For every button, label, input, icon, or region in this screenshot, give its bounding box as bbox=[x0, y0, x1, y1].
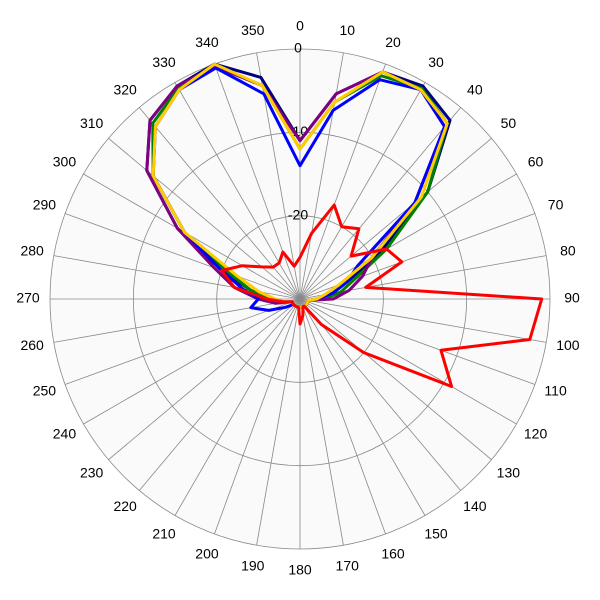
spoke-line bbox=[299, 107, 462, 300]
pattern-line bbox=[220, 203, 544, 388]
radial-label: -20 bbox=[288, 206, 308, 222]
angle-label: 110 bbox=[544, 383, 567, 399]
ring-line bbox=[132, 131, 468, 467]
angle-label: 340 bbox=[195, 34, 219, 50]
angle-label: 160 bbox=[381, 545, 405, 561]
angle-label: 280 bbox=[20, 242, 44, 258]
angle-label: 60 bbox=[528, 154, 544, 170]
ring-line bbox=[49, 48, 551, 550]
spoke-line bbox=[299, 63, 386, 300]
angle-label: 130 bbox=[497, 465, 521, 481]
angle-label: 70 bbox=[548, 197, 564, 213]
angle-label: 120 bbox=[524, 426, 548, 442]
angle-label: 170 bbox=[336, 558, 360, 574]
angle-label: 150 bbox=[424, 525, 448, 541]
spoke-line bbox=[256, 298, 301, 546]
angle-label: 40 bbox=[467, 81, 483, 97]
spoke-line bbox=[299, 82, 426, 300]
angle-label: 0 bbox=[296, 18, 304, 34]
spoke-line bbox=[214, 298, 301, 535]
spoke-line bbox=[299, 298, 462, 491]
spoke-line bbox=[299, 298, 547, 343]
angle-label: 230 bbox=[80, 465, 104, 481]
spoke-line bbox=[299, 298, 536, 385]
angle-label: 190 bbox=[241, 558, 265, 574]
angle-label: 330 bbox=[152, 54, 176, 70]
spoke-line bbox=[299, 298, 517, 425]
angle-label: 320 bbox=[113, 81, 137, 97]
spoke-line bbox=[64, 213, 301, 300]
spoke-line bbox=[299, 298, 492, 461]
angle-label: 30 bbox=[428, 54, 444, 70]
angle-label: 350 bbox=[241, 22, 265, 38]
spoke-line bbox=[64, 298, 301, 385]
angle-label: 90 bbox=[564, 290, 580, 306]
angle-label: 140 bbox=[463, 498, 487, 514]
angle-label: 50 bbox=[501, 115, 517, 131]
angle-label: 240 bbox=[53, 426, 77, 442]
spoke-line bbox=[83, 298, 301, 425]
spoke-line bbox=[108, 137, 301, 300]
angle-label: 270 bbox=[16, 290, 40, 306]
spoke-line bbox=[299, 137, 492, 300]
spoke-line bbox=[108, 298, 301, 461]
angle-label: 20 bbox=[385, 34, 401, 50]
angle-label: 310 bbox=[80, 115, 104, 131]
angle-label: 80 bbox=[560, 242, 576, 258]
angle-label: 10 bbox=[339, 22, 355, 38]
angle-label: 180 bbox=[288, 562, 312, 578]
spoke-line bbox=[299, 173, 517, 300]
ring-line bbox=[216, 215, 384, 383]
angle-label: 100 bbox=[556, 337, 580, 353]
angle-label: 260 bbox=[20, 337, 44, 353]
angle-label: 200 bbox=[195, 545, 219, 561]
spoke-line bbox=[138, 298, 301, 491]
angle-label: 210 bbox=[152, 525, 176, 541]
spoke-line bbox=[174, 298, 301, 516]
angle-label: 300 bbox=[53, 154, 77, 170]
spoke-line bbox=[53, 298, 301, 343]
angle-label: 220 bbox=[113, 498, 137, 514]
angle-label: 250 bbox=[33, 383, 57, 399]
radial-label: 0 bbox=[294, 40, 302, 56]
spoke-line bbox=[299, 298, 426, 516]
spoke-line bbox=[214, 63, 301, 300]
spoke-line bbox=[299, 298, 386, 535]
spoke-line bbox=[299, 298, 344, 546]
angle-label: 290 bbox=[33, 197, 57, 213]
